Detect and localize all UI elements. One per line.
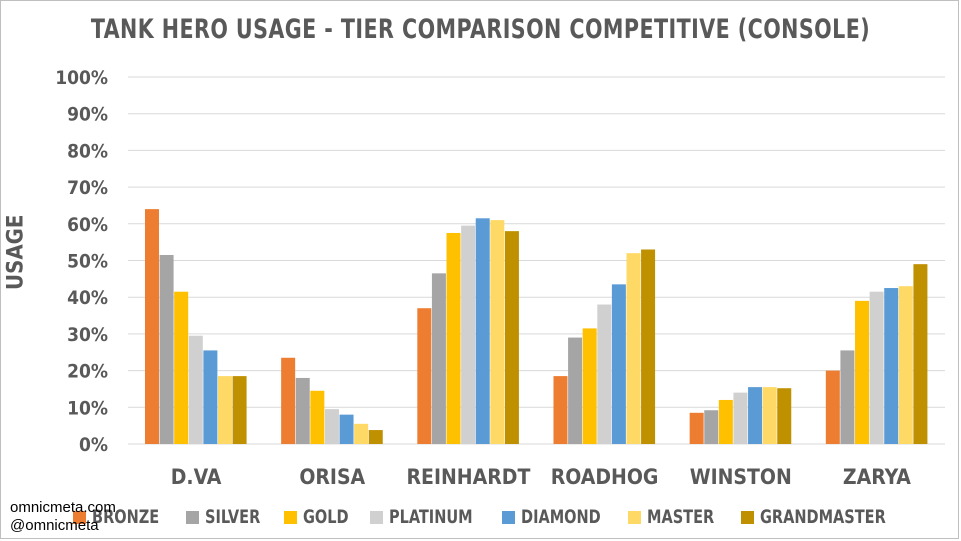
legend-swatch xyxy=(283,510,297,524)
bar-silver-reinhardt xyxy=(431,273,446,444)
x-category-label: REINHARDT xyxy=(406,465,530,489)
bar-diamond-reinhardt xyxy=(475,218,490,444)
legend-label: SILVER xyxy=(204,506,260,528)
bar-master-reinhardt xyxy=(490,220,505,444)
y-tick-label: 0% xyxy=(79,434,108,456)
legend-item-gold: GOLD xyxy=(283,506,357,528)
bar-master-dva xyxy=(217,376,232,444)
bar-master-orisa xyxy=(354,423,369,444)
x-category-label: D.VA xyxy=(171,465,222,489)
bar-diamond-roadhog xyxy=(611,284,626,444)
y-tick-label: 50% xyxy=(67,251,108,273)
y-tick-label: 20% xyxy=(67,361,108,383)
bar-gold-roadhog xyxy=(582,328,597,444)
bar-master-winston xyxy=(762,387,777,444)
y-tick-label: 70% xyxy=(67,177,108,199)
bar-gold-reinhardt xyxy=(446,232,461,444)
bar-diamond-orisa xyxy=(339,414,354,444)
bar-master-roadhog xyxy=(626,253,641,444)
legend-item-silver: SILVER xyxy=(185,506,270,528)
legend-item-master: MASTER xyxy=(628,506,726,528)
bar-bronze-orisa xyxy=(281,357,296,444)
chart-title: TANK HERO USAGE - TIER COMPARISON COMPET… xyxy=(90,14,871,45)
x-category-label: ZARYA xyxy=(843,465,911,489)
bar-gold-winston xyxy=(718,399,733,444)
legend-swatch xyxy=(740,510,754,524)
bar-bronze-reinhardt xyxy=(417,308,432,444)
bar-gold-dva xyxy=(174,291,189,444)
bar-bronze-zarya xyxy=(825,370,840,444)
credit-handle: @omnicmeta xyxy=(10,517,99,534)
bar-grandmaster-zarya xyxy=(913,264,928,444)
legend-swatch xyxy=(628,510,642,524)
legend-item-bronze: BRONZE xyxy=(73,506,171,528)
bar-platinum-zarya xyxy=(869,291,884,444)
legend-label: PLATINUM xyxy=(389,506,473,528)
legend-label: DIAMOND xyxy=(520,506,601,528)
legend-label: MASTER xyxy=(647,506,715,528)
legend-swatch xyxy=(501,510,515,524)
bar-diamond-zarya xyxy=(884,288,899,444)
bar-platinum-reinhardt xyxy=(461,225,476,444)
bar-grandmaster-roadhog xyxy=(641,249,656,444)
y-tick-label: 100% xyxy=(55,67,108,89)
legend-label: GOLD xyxy=(302,506,349,528)
bar-bronze-winston xyxy=(689,412,704,444)
bar-gold-zarya xyxy=(855,300,870,444)
legend-swatch xyxy=(185,510,199,524)
bar-platinum-orisa xyxy=(324,409,339,444)
bar-silver-dva xyxy=(159,254,174,444)
bar-bronze-dva xyxy=(144,209,159,444)
bar-diamond-dva xyxy=(203,350,218,444)
y-tick-label: 40% xyxy=(67,287,108,309)
legend-item-platinum: PLATINUM xyxy=(370,506,487,528)
bar-silver-orisa xyxy=(295,377,310,444)
legend-swatch xyxy=(73,510,87,524)
y-tick-label: 60% xyxy=(67,214,108,236)
legend: BRONZE SILVER GOLD PLATINUM DIAMOND MASTER GRA… xyxy=(0,505,961,529)
legend-item-grandmaster: GRANDMASTER xyxy=(740,506,908,528)
bar-grandmaster-dva xyxy=(232,376,247,444)
legend-label: GRANDMASTER xyxy=(759,506,886,528)
bar-silver-zarya xyxy=(840,350,855,444)
bar-grandmaster-winston xyxy=(777,388,792,444)
bar-silver-winston xyxy=(704,410,719,444)
y-tick-label: 80% xyxy=(67,140,108,162)
y-tick-label: 90% xyxy=(67,104,108,126)
x-category-label: ORISA xyxy=(299,465,365,489)
bar-platinum-dva xyxy=(188,335,203,444)
legend-item-diamond: DIAMOND xyxy=(501,506,615,528)
x-category-label: ROADHOG xyxy=(551,465,659,489)
y-tick-label: 10% xyxy=(67,397,108,419)
x-category-label: WINSTON xyxy=(690,465,792,489)
bar-grandmaster-orisa xyxy=(368,430,383,444)
bar-master-zarya xyxy=(898,286,913,444)
legend-label: BRONZE xyxy=(92,506,160,528)
bar-diamond-winston xyxy=(748,387,763,444)
bar-gold-orisa xyxy=(310,390,325,444)
bar-bronze-roadhog xyxy=(553,376,568,444)
credit-site: omnicmeta.com xyxy=(10,499,116,516)
y-tick-label: 30% xyxy=(67,324,108,346)
bar-grandmaster-reinhardt xyxy=(504,231,519,444)
bar-platinum-winston xyxy=(733,392,748,444)
legend-swatch xyxy=(370,510,384,524)
bar-silver-roadhog xyxy=(568,337,583,444)
bar-platinum-roadhog xyxy=(597,304,612,444)
